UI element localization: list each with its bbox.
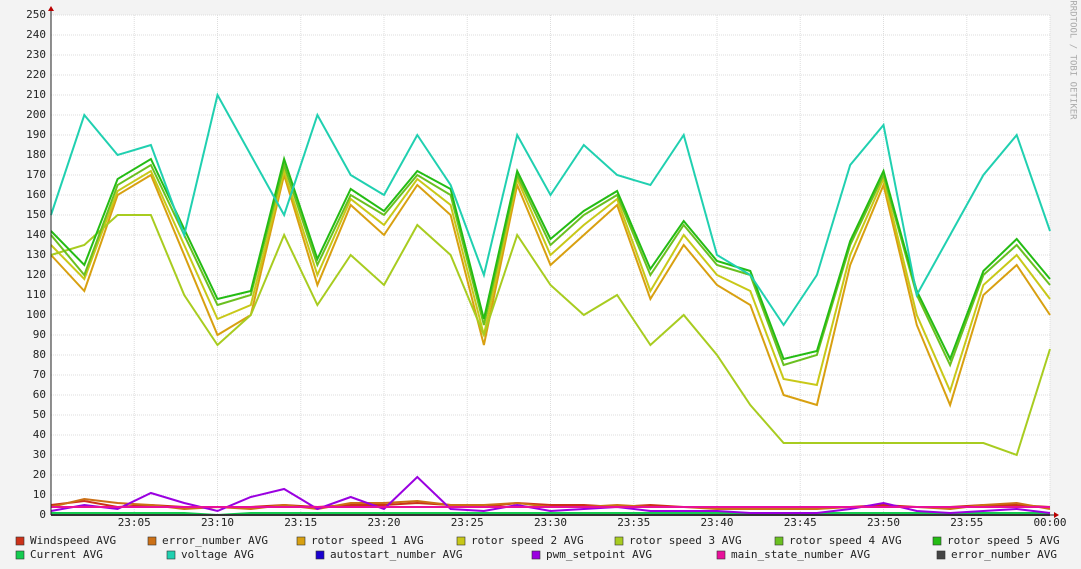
legend-label: error_number AVG: [951, 548, 1057, 561]
y-tick-label: 100: [26, 308, 46, 321]
x-tick-label: 23:25: [451, 516, 484, 529]
legend-label: rotor speed 3 AVG: [629, 534, 742, 547]
legend-swatch: [774, 536, 784, 546]
y-tick-label: 10: [33, 488, 46, 501]
y-tick-label: 0: [39, 508, 46, 521]
legend-label: Current AVG: [30, 548, 103, 561]
legend-swatch: [936, 550, 946, 560]
legend-swatch: [932, 536, 942, 546]
x-tick-label: 23:50: [867, 516, 900, 529]
y-tick-label: 120: [26, 268, 46, 281]
legend-swatch: [614, 536, 624, 546]
y-tick-label: 60: [33, 388, 46, 401]
legend-label: rotor speed 2 AVG: [471, 534, 584, 547]
series-line: [50, 475, 1051, 515]
legend-swatch: [166, 550, 176, 560]
x-tick-label: 00:00: [1033, 516, 1066, 529]
legend-label: error_number AVG: [162, 534, 268, 547]
y-tick-label: 80: [33, 348, 46, 361]
tick-labels: 0 10 20 30 40 50 60 70 80 90 100 110 120 130 140 150 160…: [26, 8, 1066, 529]
series-line: [50, 92, 1051, 327]
y-tick-label: 110: [26, 288, 46, 301]
y-tick-label: 70: [33, 368, 46, 381]
legend-swatch: [456, 536, 466, 546]
series-line: [50, 171, 1051, 408]
y-tick-label: 250: [26, 8, 46, 21]
series-line: [50, 161, 1051, 368]
y-tick-label: 240: [26, 28, 46, 41]
legend: Windspeed AVG error_number AVG rotor speed…: [15, 534, 1060, 561]
grid: [51, 14, 1051, 516]
legend-label: pwm_setpoint AVG: [546, 548, 652, 561]
y-tick-label: 160: [26, 188, 46, 201]
x-tick-label: 23:15: [284, 516, 317, 529]
legend-swatch: [15, 536, 25, 546]
x-tick-label: 23:45: [784, 516, 817, 529]
y-tick-label: 170: [26, 168, 46, 181]
x-arrow: [1054, 512, 1059, 518]
legend-swatch: [716, 550, 726, 560]
y-arrow: [48, 6, 54, 11]
x-tick-label: 23:35: [617, 516, 650, 529]
legend-label: rotor speed 1 AVG: [311, 534, 424, 547]
legend-swatch: [15, 550, 25, 560]
y-tick-label: 190: [26, 128, 46, 141]
series-line: [50, 214, 1051, 457]
y-tick-label: 200: [26, 108, 46, 121]
y-tick-label: 90: [33, 328, 46, 341]
y-tick-label: 20: [33, 468, 46, 481]
y-tick-label: 140: [26, 228, 46, 241]
x-tick-label: 23:10: [201, 516, 234, 529]
y-tick-label: 30: [33, 448, 46, 461]
x-tick-label: 23:30: [534, 516, 567, 529]
y-tick-label: 150: [26, 208, 46, 221]
x-tick-label: 23:55: [950, 516, 983, 529]
legend-label: Windspeed AVG: [30, 534, 116, 547]
y-tick-label: 220: [26, 68, 46, 81]
y-tick-label: 130: [26, 248, 46, 261]
legend-label: autostart_number AVG: [330, 548, 462, 561]
series-line: [50, 167, 1051, 394]
legend-swatch: [296, 536, 306, 546]
legend-swatch: [147, 536, 157, 546]
legend-label: voltage AVG: [181, 548, 254, 561]
legend-label: rotor speed 5 AVG: [947, 534, 1060, 547]
legend-label: main_state_number AVG: [731, 548, 870, 561]
series-line: [50, 155, 1051, 362]
legend-swatch: [531, 550, 541, 560]
y-tick-label: 40: [33, 428, 46, 441]
legend-label: rotor speed 4 AVG: [789, 534, 902, 547]
x-tick-label: 23:05: [118, 516, 151, 529]
x-tick-label: 23:40: [700, 516, 733, 529]
x-tick-label: 23:20: [367, 516, 400, 529]
legend-swatch: [315, 550, 325, 560]
y-tick-label: 180: [26, 148, 46, 161]
watermark: RRDTOOL / TOBI OETIKER: [1068, 0, 1078, 120]
y-tick-label: 230: [26, 48, 46, 61]
y-tick-label: 50: [33, 408, 46, 421]
y-tick-label: 210: [26, 88, 46, 101]
